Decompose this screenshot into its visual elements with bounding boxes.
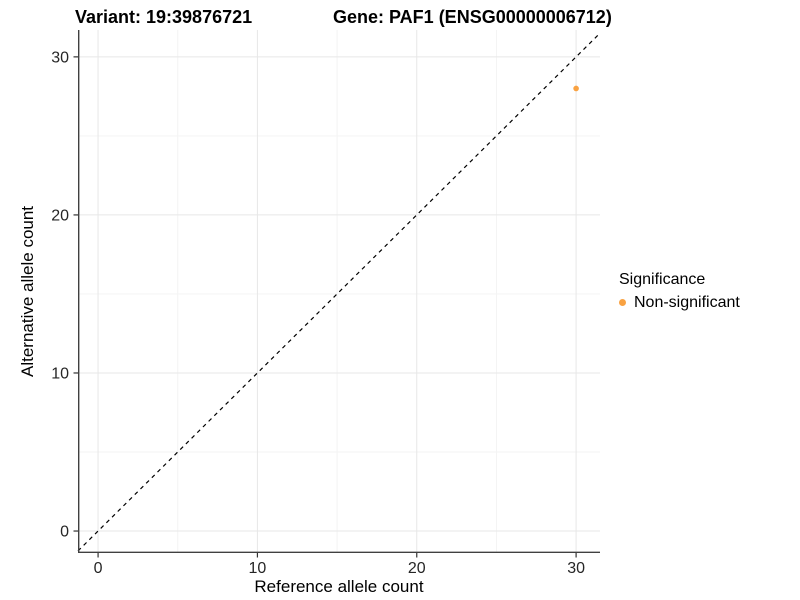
x-axis-title: Reference allele count [254,577,423,596]
x-tick-label: 30 [567,560,585,577]
x-tick-label: 20 [408,560,426,577]
data-point [573,85,579,92]
y-tick-label: 0 [60,524,69,541]
plot-title-variant: Variant: 19:39876721 [75,7,253,27]
legend-title: Significance [619,271,706,288]
y-tick-label: 30 [51,49,69,66]
legend: Significance Non-significant [619,270,740,312]
y-tick-label: 10 [51,365,69,382]
plot-title-gene: Gene: PAF1 (ENSG00000006712) [333,7,612,27]
scatter-plot: 0 10 20 30 0 10 20 30 Reference allele count Alte… [18,30,601,596]
plot-panel: 0 10 20 30 0 10 20 30 Reference allele count Alte… [18,30,601,596]
legend-point-icon [619,299,626,306]
y-tick-label: 20 [51,207,69,224]
y-axis-title: Alternative allele count [18,206,37,377]
identity-dashed-line [77,32,601,552]
x-tick-label: 10 [249,560,267,577]
legend-item-non-significant: Non-significant [619,293,740,312]
legend-item-label: Non-significant [634,294,740,311]
x-tick-label: 0 [94,560,103,577]
